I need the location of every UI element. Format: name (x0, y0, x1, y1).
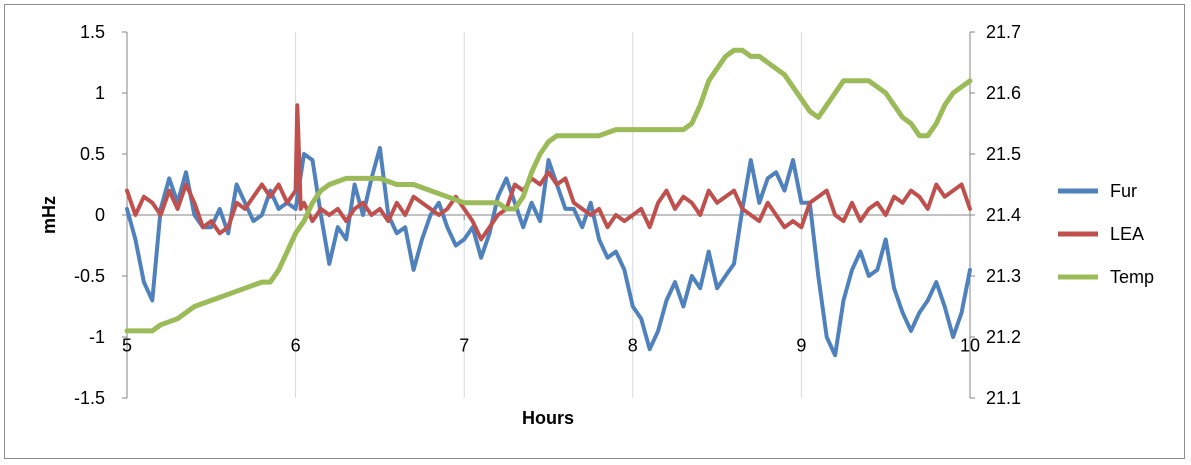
y-axis-title: mHz (39, 196, 59, 234)
legend-label-temp: Temp (1110, 267, 1154, 287)
y-tick-label: -1 (89, 327, 105, 347)
y2-tick-label: 21.2 (986, 327, 1021, 347)
series-lines (124, 47, 973, 358)
x-axis-title: Hours (522, 408, 574, 428)
y-tick-label: 1.5 (80, 22, 105, 42)
y-tick-label: 1 (95, 83, 105, 103)
series-line-fur (125, 145, 972, 358)
y-tick-label: 0.5 (80, 144, 105, 164)
y2-tick-label: 21.6 (986, 83, 1021, 103)
series-line-temp (124, 47, 973, 334)
x-tick-label: 8 (628, 336, 638, 356)
y-tick-label: -0.5 (74, 266, 105, 286)
y2-tick-label: 21.5 (986, 144, 1021, 164)
y2-tick-label: 21.1 (986, 388, 1021, 408)
series-line-lea (125, 103, 972, 242)
legend-label-fur: Fur (1110, 181, 1137, 201)
x-tick-label: 7 (459, 336, 469, 356)
legend: Fur LEA Temp (1058, 181, 1154, 287)
x-tick-label: 6 (291, 336, 301, 356)
y2-tick-label: 21.3 (986, 266, 1021, 286)
x-tick-label: 5 (122, 336, 132, 356)
y-tick-label: -1.5 (74, 388, 105, 408)
y2-tick-label: 21.7 (986, 22, 1021, 42)
y-tick-label: 0 (95, 205, 105, 225)
x-tick-label: 10 (960, 336, 980, 356)
legend-label-lea: LEA (1110, 224, 1144, 244)
chart-frame (4, 4, 1185, 459)
y2-tick-label: 21.4 (986, 205, 1021, 225)
x-tick-label: 9 (796, 336, 806, 356)
tick-labels: 5 6 7 8 9 10 1.5 1 0.5 0 -0.5 -1 -1.5 21.7 21.6 21.5 21.… (74, 22, 1021, 408)
